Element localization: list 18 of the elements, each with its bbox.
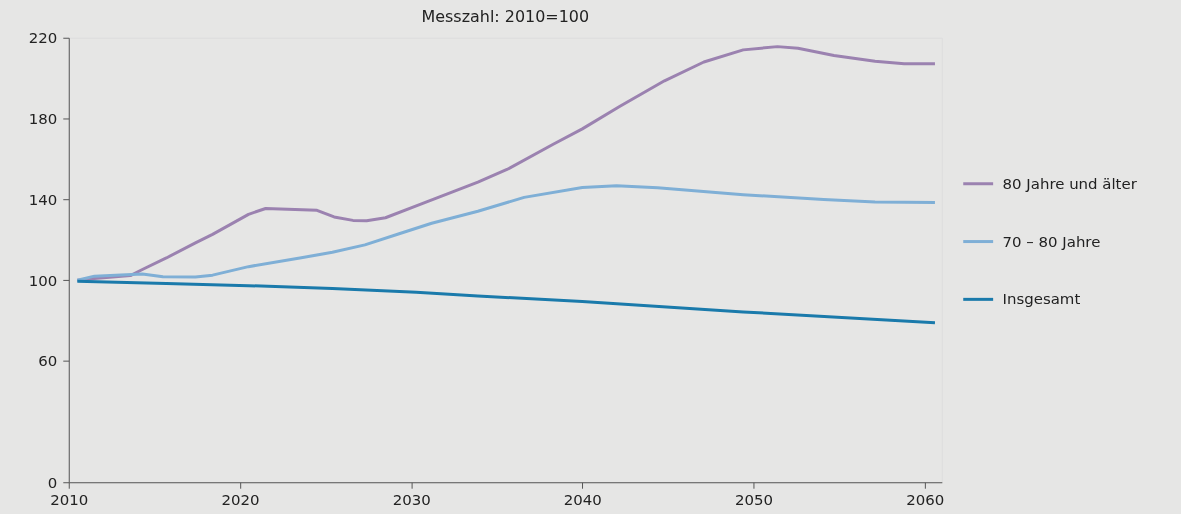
y-tick-label: 140 — [28, 190, 58, 209]
legend-label: 80 Jahre und älter — [1002, 174, 1138, 193]
line-series — [75, 279, 937, 325]
legend-label: Insgesamt — [1002, 290, 1081, 309]
x-tick-label: 2020 — [221, 490, 260, 509]
y-tick-label: 0 — [47, 473, 58, 492]
x-tick-label: 2050 — [735, 490, 774, 509]
y-tick-label: 100 — [28, 271, 58, 290]
legend-label: 70 – 80 Jahre — [1002, 232, 1101, 251]
x-tick-label: 2040 — [563, 490, 602, 509]
y-tick-label: 60 — [38, 352, 58, 371]
line-series — [75, 184, 937, 282]
chart-title: Messzahl: 2010=100 — [421, 6, 590, 26]
x-tick-label: 2060 — [906, 490, 945, 509]
y-tick-label: 180 — [28, 110, 58, 129]
x-tick-label: 2010 — [50, 490, 89, 509]
x-tick-label: 2030 — [392, 490, 431, 509]
y-tick-label: 220 — [28, 29, 58, 48]
